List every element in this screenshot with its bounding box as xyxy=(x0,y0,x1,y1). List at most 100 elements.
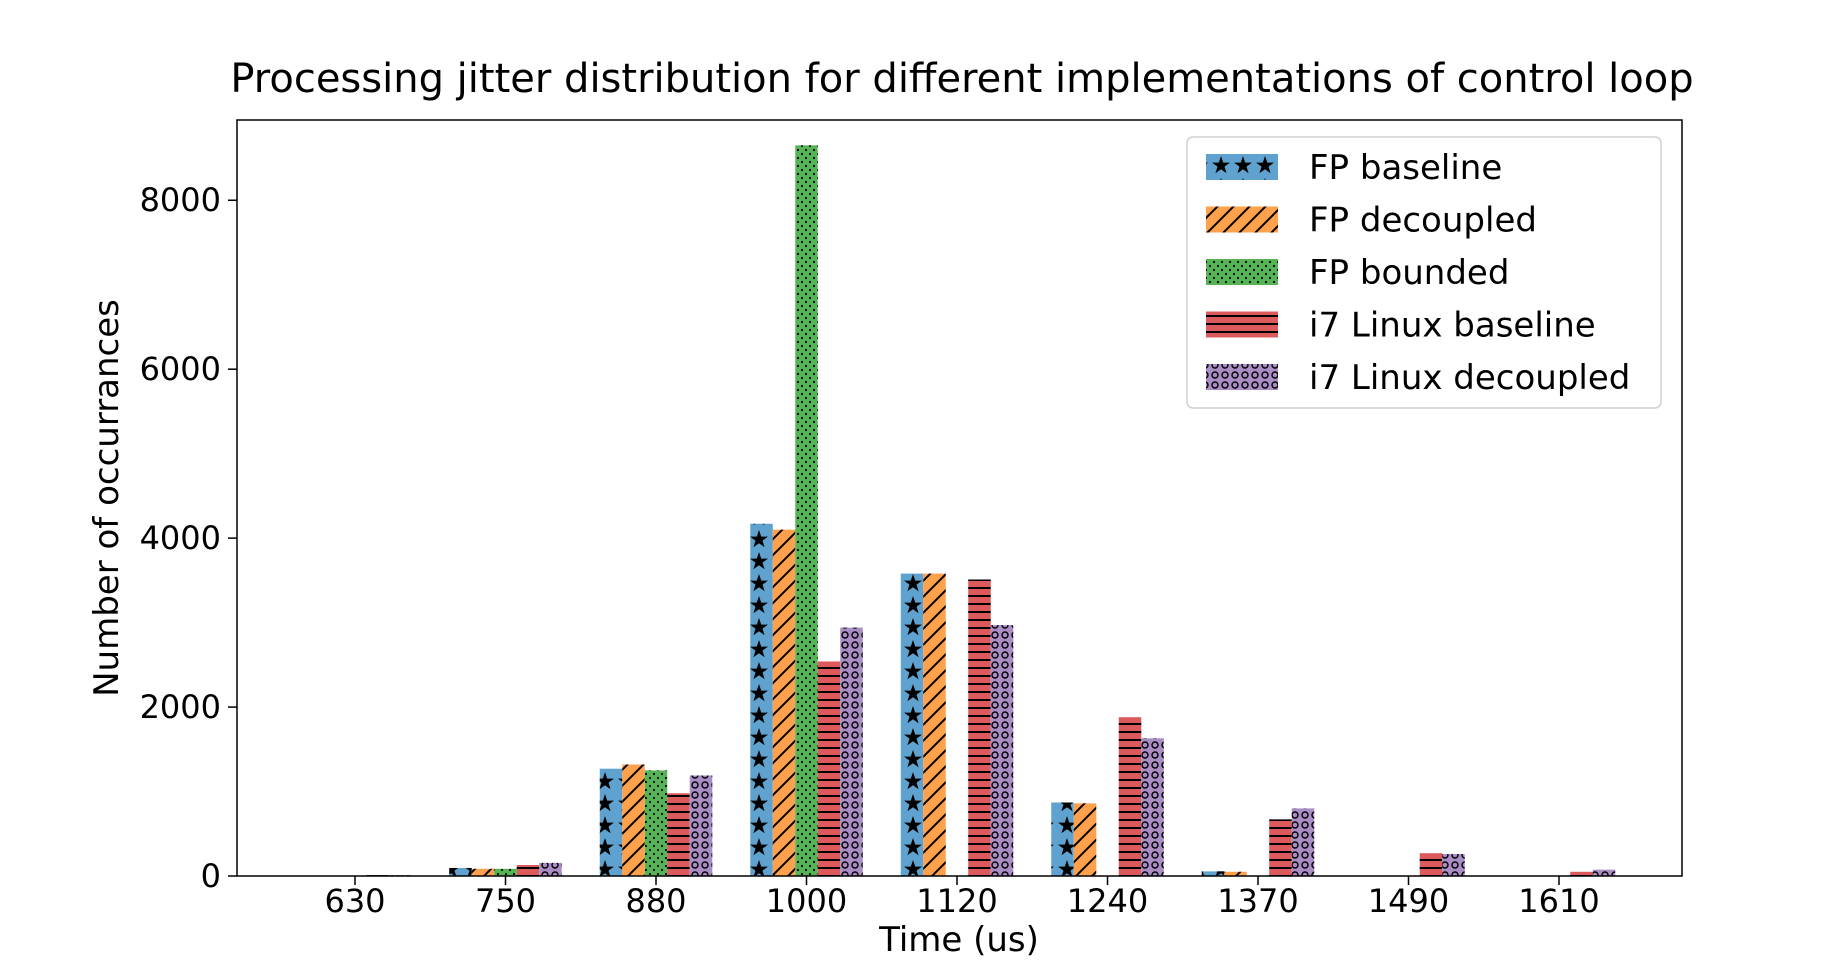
bar-hatch xyxy=(689,775,713,876)
legend-label: FP decoupled xyxy=(1309,201,1537,241)
bar xyxy=(516,865,540,876)
bar-hatch xyxy=(471,868,495,876)
legend-swatch xyxy=(1206,311,1278,338)
bar-hatch xyxy=(1201,871,1225,876)
bar xyxy=(1224,871,1247,876)
bar-hatch xyxy=(990,625,1014,876)
bar xyxy=(750,523,773,876)
bar xyxy=(644,770,668,876)
bar-hatch xyxy=(795,145,818,877)
bar-hatch xyxy=(599,768,623,876)
x-tick-label: 1490 xyxy=(1368,882,1449,920)
bar-hatch xyxy=(1592,869,1616,876)
bar-hatch xyxy=(1419,853,1443,876)
y-axis-ticks: 0 2000 4000 6000 8000 xyxy=(140,181,237,895)
bar xyxy=(539,862,562,876)
bars-layer xyxy=(366,145,1616,877)
bar-hatch xyxy=(1118,717,1142,876)
plot-frame xyxy=(236,119,1683,877)
bar xyxy=(1442,854,1465,876)
bar xyxy=(1118,717,1142,876)
bar xyxy=(1570,871,1593,876)
bar xyxy=(840,627,863,876)
bar xyxy=(990,625,1014,876)
bar-hatch xyxy=(968,579,991,876)
x-axis-label: Time (us) xyxy=(878,920,1039,960)
legend-swatch-hatch xyxy=(1206,154,1278,180)
legend-label: i7 Linux decoupled xyxy=(1309,358,1630,398)
bar xyxy=(471,868,495,876)
bar xyxy=(1141,738,1164,876)
y-tick-label: 0 xyxy=(201,857,221,895)
bar xyxy=(817,661,841,876)
legend-swatch xyxy=(1206,364,1278,390)
bar xyxy=(667,793,690,876)
bar-hatch xyxy=(1073,803,1097,876)
chart-title: Processing jitter distribution for diffe… xyxy=(230,56,1693,102)
legend-label: FP baseline xyxy=(1309,148,1502,188)
legend-swatch xyxy=(1206,206,1278,233)
bar-hatch xyxy=(1224,871,1247,876)
bar xyxy=(1201,871,1225,876)
bar-hatch xyxy=(494,868,517,876)
bar-hatch xyxy=(449,867,472,876)
bar xyxy=(795,145,818,877)
bar-hatch xyxy=(622,764,645,876)
bar-hatch xyxy=(1141,738,1164,876)
bar-hatch xyxy=(817,661,841,876)
x-axis-ticks: 630 750 880 1000 1120 1240 1370 1490 1610 xyxy=(324,876,1600,920)
legend: FP baseline FP decoupled FP bounded i7 Linu… xyxy=(1186,136,1662,409)
bar xyxy=(1269,819,1292,876)
legend-swatch-hatch xyxy=(1206,364,1278,390)
legend-swatch xyxy=(1206,259,1278,285)
x-tick-label: 1240 xyxy=(1067,882,1148,920)
legend-frame xyxy=(1186,136,1662,409)
legend-swatch-hatch xyxy=(1206,259,1278,285)
bar xyxy=(968,579,991,876)
bar-hatch xyxy=(772,529,796,876)
bar xyxy=(1073,803,1097,876)
bar-hatch xyxy=(900,573,924,876)
bar-hatch xyxy=(750,523,773,876)
y-tick-label: 2000 xyxy=(140,688,221,726)
x-tick-label: 630 xyxy=(324,882,385,920)
y-axis-label: Number of occurrances xyxy=(87,299,127,697)
bar-hatch xyxy=(539,862,562,876)
bar-hatch xyxy=(923,573,946,876)
bar-hatch xyxy=(1442,854,1465,876)
bar xyxy=(689,775,713,876)
x-tick-label: 1370 xyxy=(1217,882,1298,920)
bar xyxy=(622,764,645,876)
y-tick-label: 6000 xyxy=(140,350,221,388)
bar-hatch xyxy=(644,770,668,876)
legend-label: i7 Linux baseline xyxy=(1309,306,1596,346)
legend-label: FP bounded xyxy=(1309,253,1509,293)
bar xyxy=(900,573,924,876)
y-tick-label: 8000 xyxy=(140,181,221,219)
bar xyxy=(1592,869,1616,876)
legend-swatch xyxy=(1206,154,1278,180)
bar xyxy=(494,868,517,876)
bar-hatch xyxy=(1051,802,1074,876)
bar-hatch xyxy=(1570,871,1593,876)
bar xyxy=(772,529,796,876)
y-tick-label: 4000 xyxy=(140,519,221,557)
x-tick-label: 1610 xyxy=(1518,882,1599,920)
bar xyxy=(923,573,946,876)
bar xyxy=(1291,808,1315,876)
bar-hatch xyxy=(667,793,690,876)
bar-hatch xyxy=(840,627,863,876)
legend-swatch-hatch xyxy=(1206,311,1278,338)
bar-hatch xyxy=(516,865,540,876)
x-tick-label: 750 xyxy=(475,882,536,920)
x-tick-label: 1120 xyxy=(916,882,997,920)
bar-hatch xyxy=(1291,808,1315,876)
legend-swatch-hatch xyxy=(1206,206,1278,233)
x-tick-label: 880 xyxy=(625,882,686,920)
bar xyxy=(599,768,623,876)
bar xyxy=(1051,802,1074,876)
bar xyxy=(449,867,472,876)
bar xyxy=(1419,853,1443,876)
x-tick-label: 1000 xyxy=(766,882,847,920)
